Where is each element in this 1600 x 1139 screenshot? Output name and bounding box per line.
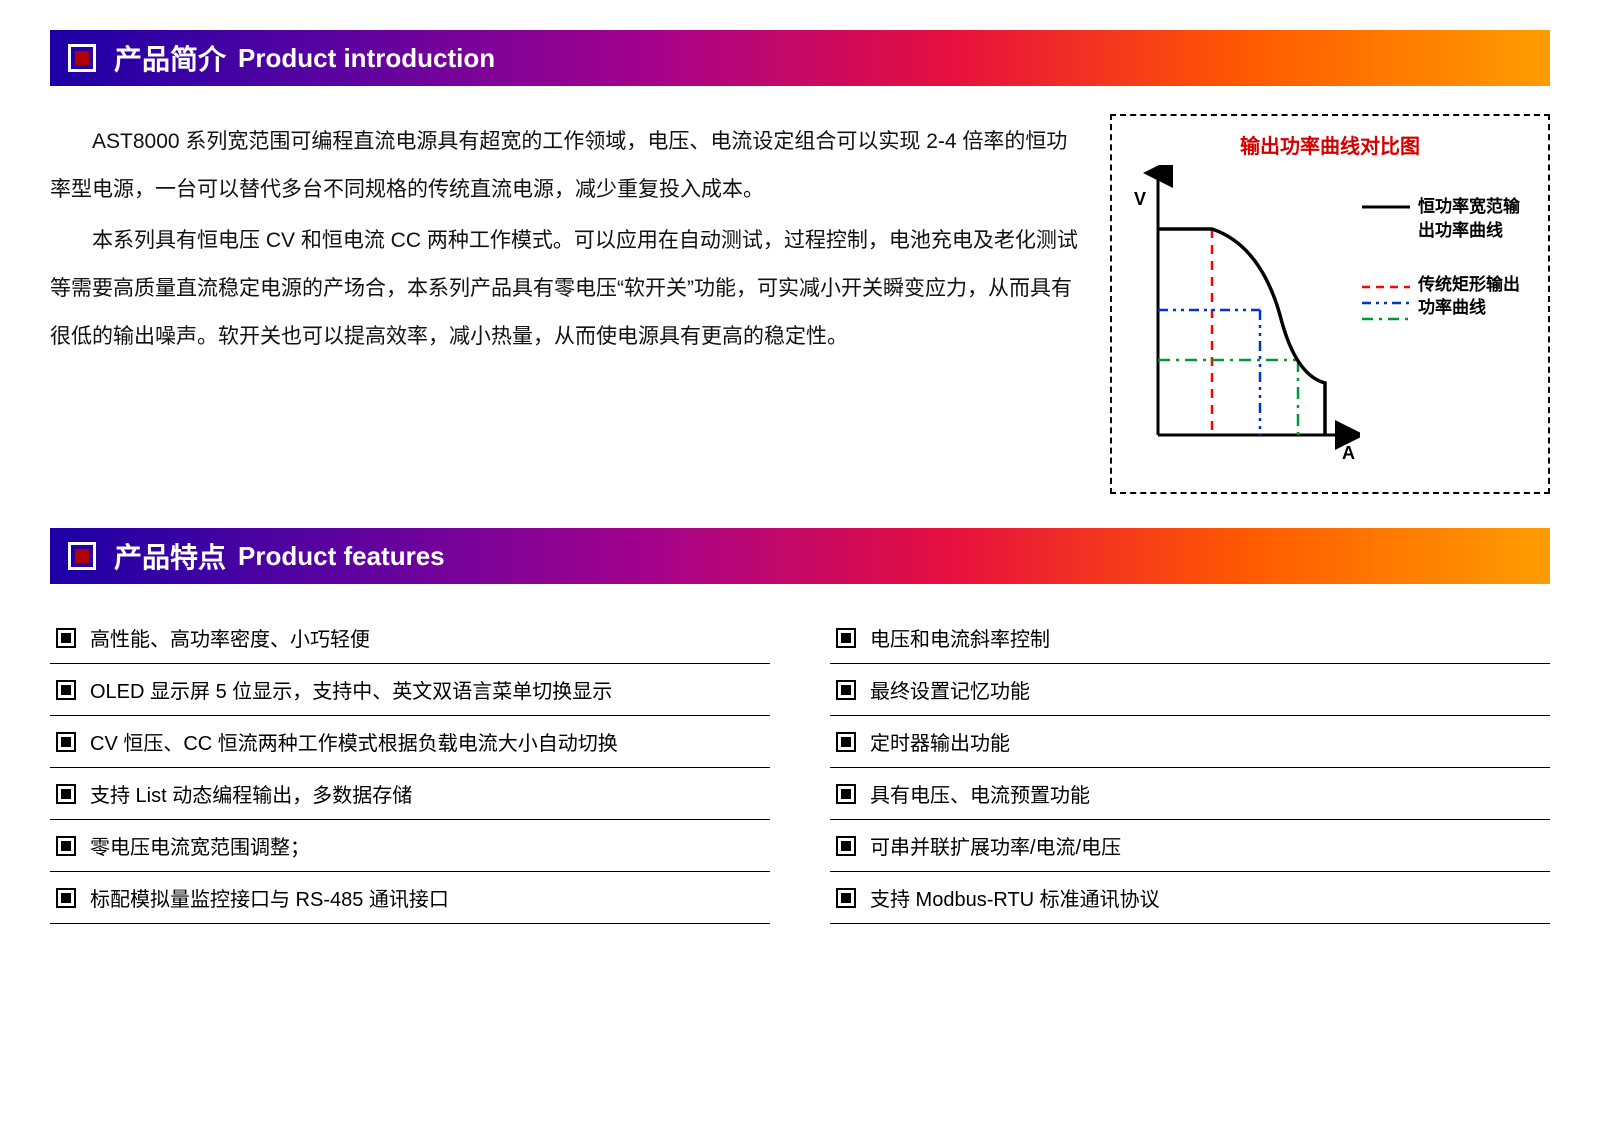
section-features-header: 产品特点 Product features xyxy=(50,528,1550,584)
section-intro-header: 产品简介 Product introduction xyxy=(50,30,1550,86)
feature-label: 零电压电流宽范围调整； xyxy=(90,831,310,860)
feature-label: 标配模拟量监控接口与 RS-485 通讯接口 xyxy=(90,883,449,912)
feature-item: 支持 List 动态编程输出，多数据存储 xyxy=(50,768,770,820)
feature-bullet-icon xyxy=(836,836,856,856)
output-power-chart: 输出功率曲线对比图 VA 恒功率宽范输出功率曲线传统矩形输出功率曲线 xyxy=(1110,114,1550,494)
section-features-title-en: Product features xyxy=(238,541,445,572)
feature-bullet-icon xyxy=(836,628,856,648)
feature-item: 最终设置记忆功能 xyxy=(830,664,1550,716)
section-features-title-zh: 产品特点 xyxy=(114,536,226,576)
feature-bullet-icon xyxy=(836,888,856,908)
feature-bullet-icon xyxy=(836,784,856,804)
features-column-left: 高性能、高功率密度、小巧轻便 OLED 显示屏 5 位显示，支持中、英文双语言菜单… xyxy=(50,612,770,924)
section-intro-title-en: Product introduction xyxy=(238,43,495,74)
section-intro-title-zh: 产品简介 xyxy=(114,38,226,78)
intro-row: AST8000 系列宽范围可编程直流电源具有超宽的工作领域，电压、电流设定组合可… xyxy=(50,114,1550,494)
feature-item: 支持 Modbus-RTU 标准通讯协议 xyxy=(830,872,1550,924)
feature-item: 电压和电流斜率控制 xyxy=(830,612,1550,664)
feature-item: 零电压电流宽范围调整； xyxy=(50,820,770,872)
feature-item: 高性能、高功率密度、小巧轻便 xyxy=(50,612,770,664)
feature-bullet-icon xyxy=(836,732,856,752)
feature-bullet-icon xyxy=(836,680,856,700)
header-bullet-icon xyxy=(68,542,96,570)
chart-plot: VA xyxy=(1130,165,1362,475)
header-bullet-icon xyxy=(68,44,96,72)
feature-label: 高性能、高功率密度、小巧轻便 xyxy=(90,623,370,652)
feature-label: 最终设置记忆功能 xyxy=(870,675,1030,704)
intro-paragraph-2: 本系列具有恒电压 CV 和恒电流 CC 两种工作模式。可以应用在自动测试，过程控… xyxy=(50,217,1080,362)
feature-label: 电压和电流斜率控制 xyxy=(870,623,1050,652)
feature-item: OLED 显示屏 5 位显示，支持中、英文双语言菜单切换显示 xyxy=(50,664,770,716)
feature-item: 定时器输出功能 xyxy=(830,716,1550,768)
feature-label: CV 恒压、CC 恒流两种工作模式根据负载电流大小自动切换 xyxy=(90,727,618,756)
feature-bullet-icon xyxy=(56,784,76,804)
feature-label: OLED 显示屏 5 位显示，支持中、英文双语言菜单切换显示 xyxy=(90,675,612,704)
features-grid: 高性能、高功率密度、小巧轻便 OLED 显示屏 5 位显示，支持中、英文双语言菜单… xyxy=(50,612,1550,924)
feature-bullet-icon xyxy=(56,732,76,752)
feature-label: 支持 List 动态编程输出，多数据存储 xyxy=(90,779,412,808)
feature-label: 定时器输出功能 xyxy=(870,727,1010,756)
feature-item: CV 恒压、CC 恒流两种工作模式根据负载电流大小自动切换 xyxy=(50,716,770,768)
feature-label: 可串并联扩展功率/电流/电压 xyxy=(870,831,1121,860)
intro-paragraph-1: AST8000 系列宽范围可编程直流电源具有超宽的工作领域，电压、电流设定组合可… xyxy=(50,118,1080,215)
feature-label: 具有电压、电流预置功能 xyxy=(870,779,1090,808)
features-column-right: 电压和电流斜率控制最终设置记忆功能定时器输出功能具有电压、电流预置功能可串并联扩… xyxy=(830,612,1550,924)
feature-item: 标配模拟量监控接口与 RS-485 通讯接口 xyxy=(50,872,770,924)
feature-bullet-icon xyxy=(56,628,76,648)
intro-text: AST8000 系列宽范围可编程直流电源具有超宽的工作领域，电压、电流设定组合可… xyxy=(50,114,1080,494)
svg-text:V: V xyxy=(1134,189,1146,209)
feature-item: 具有电压、电流预置功能 xyxy=(830,768,1550,820)
feature-bullet-icon xyxy=(56,888,76,908)
legend-item: 恒功率宽范输出功率曲线 xyxy=(1362,195,1530,243)
legend-label: 恒功率宽范输出功率曲线 xyxy=(1418,195,1530,243)
svg-text:A: A xyxy=(1342,443,1355,463)
chart-title: 输出功率曲线对比图 xyxy=(1130,130,1530,159)
legend-item: 传统矩形输出功率曲线 xyxy=(1362,273,1530,323)
feature-bullet-icon xyxy=(56,680,76,700)
legend-label: 传统矩形输出功率曲线 xyxy=(1418,273,1530,321)
feature-label: 支持 Modbus-RTU 标准通讯协议 xyxy=(870,883,1160,912)
chart-legend: 恒功率宽范输出功率曲线传统矩形输出功率曲线 xyxy=(1362,165,1530,475)
feature-item: 可串并联扩展功率/电流/电压 xyxy=(830,820,1550,872)
feature-bullet-icon xyxy=(56,836,76,856)
